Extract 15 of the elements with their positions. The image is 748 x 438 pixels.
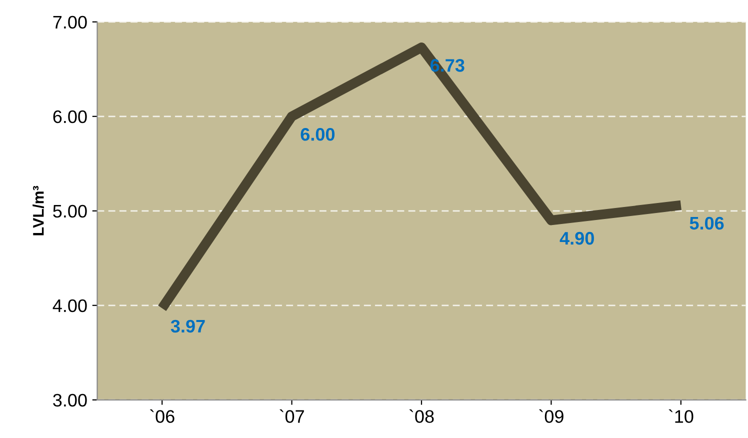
x-tick-label: `07 [280, 409, 304, 423]
data-label: 5.06 [690, 216, 724, 230]
data-label: 4.90 [560, 232, 594, 245]
x-tick-label: `10 [668, 409, 694, 423]
y-tick-label: 3.00 [53, 394, 87, 407]
y-tick-label: 6.00 [53, 110, 87, 124]
y-tick-label: 4.00 [52, 299, 87, 312]
y-tick-label: 7.00 [53, 16, 87, 29]
x-tick-label: `08 [409, 409, 434, 423]
data-label: 6.00 [300, 128, 335, 141]
x-tick-label: `09 [539, 409, 564, 423]
y-axis-title: LVL/m³ [32, 186, 44, 236]
data-label: 3.97 [170, 320, 205, 333]
x-tick-label: `06 [150, 409, 174, 423]
y-tick-label: 5.00 [53, 204, 87, 218]
